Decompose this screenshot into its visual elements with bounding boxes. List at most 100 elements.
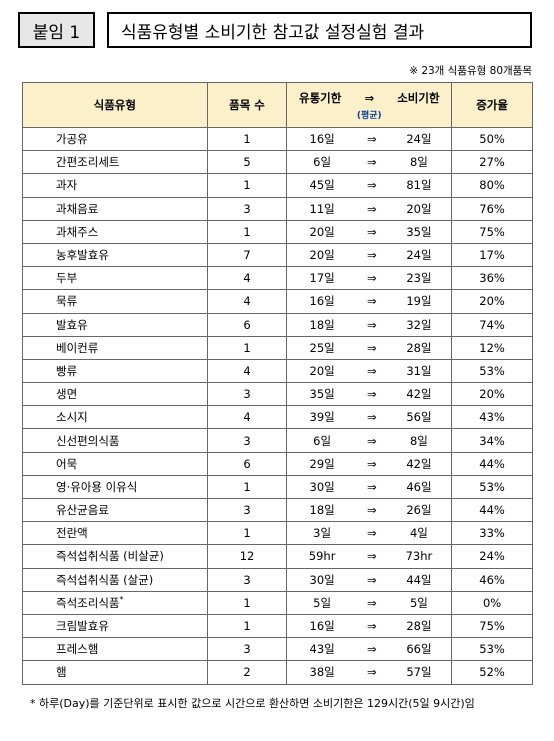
food-type-label: 햄 [56, 665, 67, 680]
rate-cell: 17% [451, 242, 533, 268]
arrow-cell: ⇒ [356, 173, 387, 198]
food-type-label: 유산균음료 [56, 503, 109, 518]
cons-period-cell: 35일 [386, 219, 453, 244]
table-row: 과채주스 1 20일 ⇒ 35일 75% [22, 219, 533, 244]
rate-cell: 44% [451, 451, 533, 476]
cons-period-cell: 66일 [386, 637, 453, 662]
title-bar: 붙임 1 식품유형별 소비기한 참고값 설정실험 결과 [18, 12, 532, 52]
food-type-cell: 유산균음료 [22, 497, 208, 523]
food-type-cell: 과채주스 [22, 219, 208, 244]
food-type-label: 즉석조리식품 [56, 595, 120, 610]
table-row: 과자 1 45일 ⇒ 81일 80% [22, 173, 533, 198]
col-period: 유통기한 ⇒ 소비기한 (평균) [286, 82, 453, 128]
table-row: 즉석섭취식품 (살균) 3 30일 ⇒ 44일 46% [22, 567, 533, 592]
table-row: 베이컨류 1 25일 ⇒ 28일 12% [22, 335, 533, 360]
food-type-label: 어묵 [56, 456, 78, 471]
food-type-label: 전란액 [56, 526, 88, 541]
arrow-cell: ⇒ [356, 660, 387, 685]
food-type-cell: 빵류 [22, 358, 208, 384]
item-count-cell: 3 [206, 567, 288, 592]
table-row: 농후발효유 7 20일 ⇒ 24일 17% [22, 242, 533, 268]
arrow-cell: ⇒ [356, 219, 387, 244]
food-type-cell: 생면 [22, 382, 208, 407]
item-count-cell: 5 [206, 150, 288, 175]
item-count-cell: 1 [206, 590, 288, 615]
item-count-cell: 1 [206, 521, 288, 546]
food-type-label: 빵류 [56, 363, 78, 378]
table-row: 묵류 4 16일 ⇒ 19일 20% [22, 289, 533, 314]
food-type-cell: 간편조리세트 [22, 150, 208, 175]
dist-period-cell: 6일 [286, 428, 357, 453]
rate-cell: 53% [451, 637, 533, 662]
rate-cell: 80% [451, 173, 533, 198]
cons-period-cell: 19일 [386, 289, 453, 314]
rate-cell: 44% [451, 497, 533, 523]
food-type-cell: 즉석섭취식품 (살균) [22, 567, 208, 592]
item-count-cell: 3 [206, 637, 288, 662]
food-type-cell: 베이컨류 [22, 335, 208, 360]
item-count-cell: 1 [206, 474, 288, 500]
cons-period-cell: 28일 [386, 335, 453, 360]
header-row: 식품유형 품목 수 유통기한 ⇒ 소비기한 (평균) 증가율 [22, 82, 533, 128]
item-count-cell: 6 [206, 312, 288, 337]
cons-period-cell: 32일 [386, 312, 453, 337]
cons-period-cell: 57일 [386, 660, 453, 685]
table-row: 햄 2 38일 ⇒ 57일 52% [22, 660, 533, 685]
item-count-cell: 3 [206, 196, 288, 221]
dist-period-cell: 43일 [286, 637, 357, 662]
dist-period-cell: 16일 [286, 126, 357, 152]
dist-period-cell: 59hr [286, 544, 357, 569]
arrow-cell: ⇒ [356, 312, 387, 337]
dist-period-cell: 30일 [286, 567, 357, 592]
dist-period-cell: 16일 [286, 289, 357, 314]
dist-period-cell: 18일 [286, 312, 357, 337]
item-count-cell: 4 [206, 358, 288, 384]
food-type-label: 베이컨류 [56, 340, 99, 355]
col-cons-label: 소비기한 [397, 90, 440, 105]
food-type-cell: 소시지 [22, 405, 208, 430]
table-row: 신선편의식품 3 6일 ⇒ 8일 34% [22, 428, 533, 453]
cons-period-cell: 81일 [386, 173, 453, 198]
cons-period-cell: 44일 [386, 567, 453, 592]
table-note: ※ 23개 식품유형 80개품목 [409, 65, 532, 77]
dist-period-cell: 20일 [286, 242, 357, 268]
dist-period-cell: 38일 [286, 660, 357, 685]
food-type-cell: 크림발효유 [22, 613, 208, 639]
food-type-label: 크림발효유 [56, 619, 109, 634]
cons-period-cell: 8일 [386, 428, 453, 453]
rate-cell: 46% [451, 567, 533, 592]
dist-period-cell: 45일 [286, 173, 357, 198]
food-type-cell: 발효유 [22, 312, 208, 337]
item-count-cell: 3 [206, 497, 288, 523]
rate-cell: 43% [451, 405, 533, 430]
item-count-cell: 3 [206, 428, 288, 453]
food-type-cell: 어묵 [22, 451, 208, 476]
cons-period-cell: 28일 [386, 613, 453, 639]
table-row: 즉석조리식품* 1 5일 ⇒ 5일 0% [22, 590, 533, 615]
cons-period-cell: 24일 [386, 126, 453, 152]
item-count-cell: 3 [206, 382, 288, 407]
table-row: 프레스햄 3 43일 ⇒ 66일 53% [22, 637, 533, 662]
item-count-cell: 1 [206, 219, 288, 244]
cons-period-cell: 56일 [386, 405, 453, 430]
table-row: 유산균음료 3 18일 ⇒ 26일 44% [22, 497, 533, 523]
table-row: 소시지 4 39일 ⇒ 56일 43% [22, 405, 533, 430]
arrow-cell: ⇒ [356, 613, 387, 639]
item-count-cell: 6 [206, 451, 288, 476]
results-table: 식품유형 품목 수 유통기한 ⇒ 소비기한 (평균) 증가율 가공유 1 16일 ⇒ 2… [22, 82, 533, 685]
item-count-cell: 1 [206, 173, 288, 198]
arrow-cell: ⇒ [356, 428, 387, 453]
col-rate: 증가율 [451, 82, 533, 128]
cons-period-cell: 20일 [386, 196, 453, 221]
dist-period-cell: 29일 [286, 451, 357, 476]
col-dist-label: 유통기한 [298, 90, 342, 105]
table-row: 두부 4 17일 ⇒ 23일 36% [22, 266, 533, 291]
rate-cell: 53% [451, 358, 533, 384]
food-type-cell: 신선편의식품 [22, 428, 208, 453]
food-type-label: 소시지 [56, 410, 88, 425]
attachment-badge: 붙임 1 [18, 12, 95, 48]
food-type-cell: 즉석조리식품* [22, 590, 208, 615]
food-type-label: 묵류 [56, 294, 78, 309]
rate-cell: 53% [451, 474, 533, 500]
arrow-cell: ⇒ [356, 405, 387, 430]
